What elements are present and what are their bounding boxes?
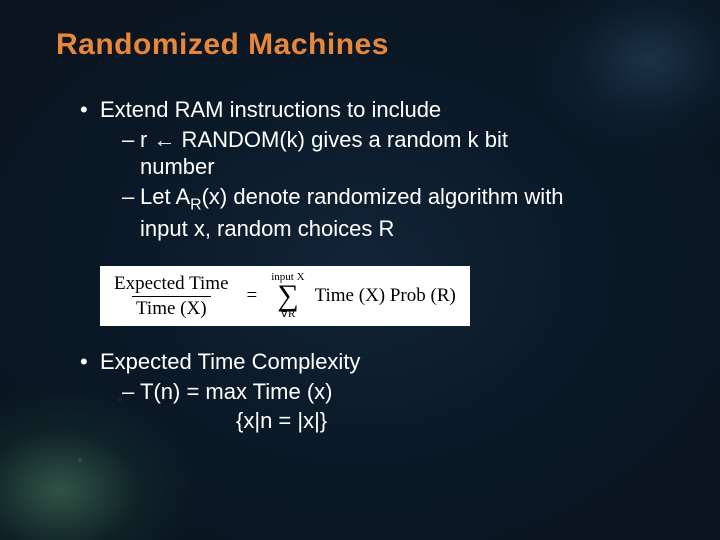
text-pre: Let A — [140, 184, 190, 209]
bullet-tn-line2: {x|n = |x|} — [236, 407, 664, 435]
fraction-denominator: Time (X) — [132, 296, 211, 320]
formula-expected-time: Expected Time Time (X) = input X ∑ ∀R Ti… — [100, 266, 470, 326]
sigma-symbol: ∑ — [277, 284, 298, 308]
summation: input X ∑ ∀R — [271, 272, 304, 320]
text-post: (x) denote randomized algorithm with inp… — [140, 184, 564, 241]
fraction: Expected Time Time (X) — [110, 273, 233, 320]
formula-row: Expected Time Time (X) = input X ∑ ∀R Ti… — [110, 272, 456, 320]
bullet-random-k: r ← RANDOM(k) gives a random k bit numbe… — [122, 126, 582, 181]
bullet-expected-complexity: Expected Time Complexity — [80, 348, 664, 376]
fraction-numerator: Expected Time — [110, 273, 233, 296]
equals-sign: = — [243, 285, 262, 307]
slide-root: Randomized Machines Extend RAM instructi… — [0, 0, 720, 540]
sum-lower: ∀R — [280, 308, 295, 320]
formula-rhs: Time (X) Prob (R) — [315, 285, 456, 307]
bullet-extend-ram: Extend RAM instructions to include — [80, 96, 664, 124]
slide-title: Randomized Machines — [56, 28, 664, 62]
bullet-tn: T(n) = max Time (x) — [122, 378, 582, 406]
subscript-r: R — [190, 196, 201, 213]
bullet-ar-x: Let AR(x) denote randomized algorithm wi… — [122, 183, 582, 243]
